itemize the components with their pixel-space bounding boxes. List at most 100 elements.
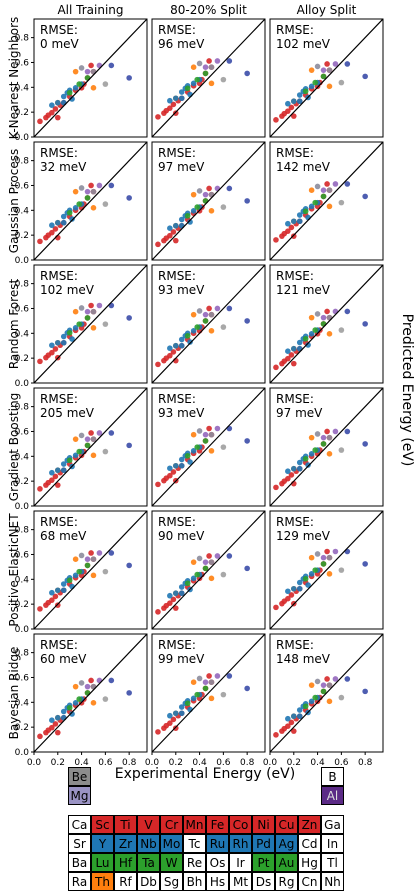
- data-point: [326, 187, 333, 193]
- element-cell: Y: [91, 834, 114, 853]
- data-point: [170, 596, 177, 603]
- element-cell: W: [160, 853, 183, 872]
- data-point: [302, 208, 309, 215]
- x-tick-label: 0.4: [192, 758, 207, 768]
- data-point: [170, 101, 177, 108]
- data-point: [167, 720, 173, 726]
- data-point: [76, 201, 82, 207]
- data-point: [196, 308, 203, 314]
- rmse-value: 68 meV: [40, 529, 87, 543]
- data-point: [90, 308, 97, 315]
- y-tick-label: 0.2: [15, 600, 29, 610]
- data-point: [72, 85, 79, 91]
- data-point: [226, 58, 233, 64]
- data-point: [69, 96, 75, 102]
- data-point: [273, 604, 279, 611]
- rmse-label: RMSE:: [158, 146, 196, 160]
- data-point: [296, 339, 303, 346]
- data-point: [296, 218, 303, 225]
- element-cell: Hf: [114, 853, 137, 872]
- data-point: [288, 719, 295, 726]
- data-point: [172, 710, 179, 717]
- data-point: [324, 676, 330, 682]
- data-point: [220, 691, 227, 698]
- data-point: [66, 210, 73, 216]
- rmse-value: 60 meV: [40, 652, 87, 666]
- data-point: [172, 237, 179, 244]
- data-point: [126, 442, 132, 449]
- scatter-panel: RMSE:142 meV: [269, 141, 384, 261]
- data-point: [296, 459, 303, 466]
- data-point: [324, 181, 330, 187]
- data-point: [37, 606, 43, 612]
- data-point: [184, 453, 191, 459]
- element-cell: Be: [68, 767, 91, 786]
- y-tick-label: 0.0: [15, 748, 30, 758]
- data-point: [155, 481, 161, 488]
- rmse-label: RMSE:: [158, 23, 196, 37]
- y-tick-label: 0.8: [15, 403, 30, 413]
- data-point: [290, 360, 297, 367]
- data-point: [290, 465, 297, 472]
- data-point: [332, 548, 339, 555]
- data-point: [184, 580, 191, 587]
- data-point: [206, 425, 212, 432]
- data-point: [202, 438, 209, 444]
- data-point: [190, 559, 197, 565]
- data-point: [290, 585, 297, 592]
- data-point: [326, 571, 333, 577]
- element-cell: Os: [206, 853, 229, 872]
- data-point: [305, 462, 311, 468]
- element-cell: Zr: [114, 834, 137, 853]
- data-point: [184, 700, 191, 707]
- data-point: [208, 448, 215, 454]
- data-point: [72, 68, 79, 75]
- data-point: [362, 441, 368, 447]
- data-point: [172, 590, 179, 597]
- data-point: [220, 204, 227, 210]
- data-point: [196, 188, 203, 194]
- data-point: [308, 331, 315, 337]
- data-point: [194, 204, 200, 210]
- data-point: [296, 713, 303, 720]
- rmse-value: 96 meV: [158, 37, 205, 51]
- data-point: [102, 321, 109, 327]
- data-point: [190, 679, 197, 685]
- data-point: [190, 328, 197, 334]
- data-point: [37, 238, 43, 245]
- rmse-value: 148 meV: [276, 652, 331, 666]
- data-point: [244, 198, 250, 204]
- data-point: [72, 683, 79, 690]
- data-point: [69, 711, 75, 717]
- data-point: [344, 428, 351, 435]
- scatter-panel: RMSE:96 meV: [151, 18, 266, 138]
- data-point: [194, 76, 200, 83]
- data-point: [167, 345, 173, 352]
- scatter-panel: RMSE:102 meV: [269, 18, 384, 138]
- data-point: [302, 703, 309, 710]
- x-tick-label: 0.4: [74, 758, 89, 768]
- data-point: [178, 710, 185, 717]
- element-cell: Rh: [229, 834, 252, 853]
- data-point: [54, 482, 61, 488]
- data-point: [90, 325, 97, 331]
- data-point: [49, 229, 55, 236]
- data-point: [178, 89, 185, 95]
- parity-line: [151, 633, 266, 753]
- data-point: [78, 680, 85, 686]
- data-point: [308, 698, 315, 705]
- data-point: [308, 451, 315, 457]
- data-point: [312, 79, 319, 86]
- data-point: [290, 713, 297, 720]
- data-point: [208, 328, 215, 334]
- data-point: [69, 336, 75, 342]
- rmse-label: RMSE:: [276, 638, 314, 652]
- y-tick-label: 0.2: [15, 354, 29, 364]
- data-point: [72, 436, 79, 442]
- data-point: [308, 682, 315, 688]
- y-tick-label: 0.0: [15, 133, 30, 143]
- data-point: [72, 308, 79, 315]
- data-point: [84, 308, 91, 315]
- scatter-panel: RMSE:97 meV: [269, 387, 384, 507]
